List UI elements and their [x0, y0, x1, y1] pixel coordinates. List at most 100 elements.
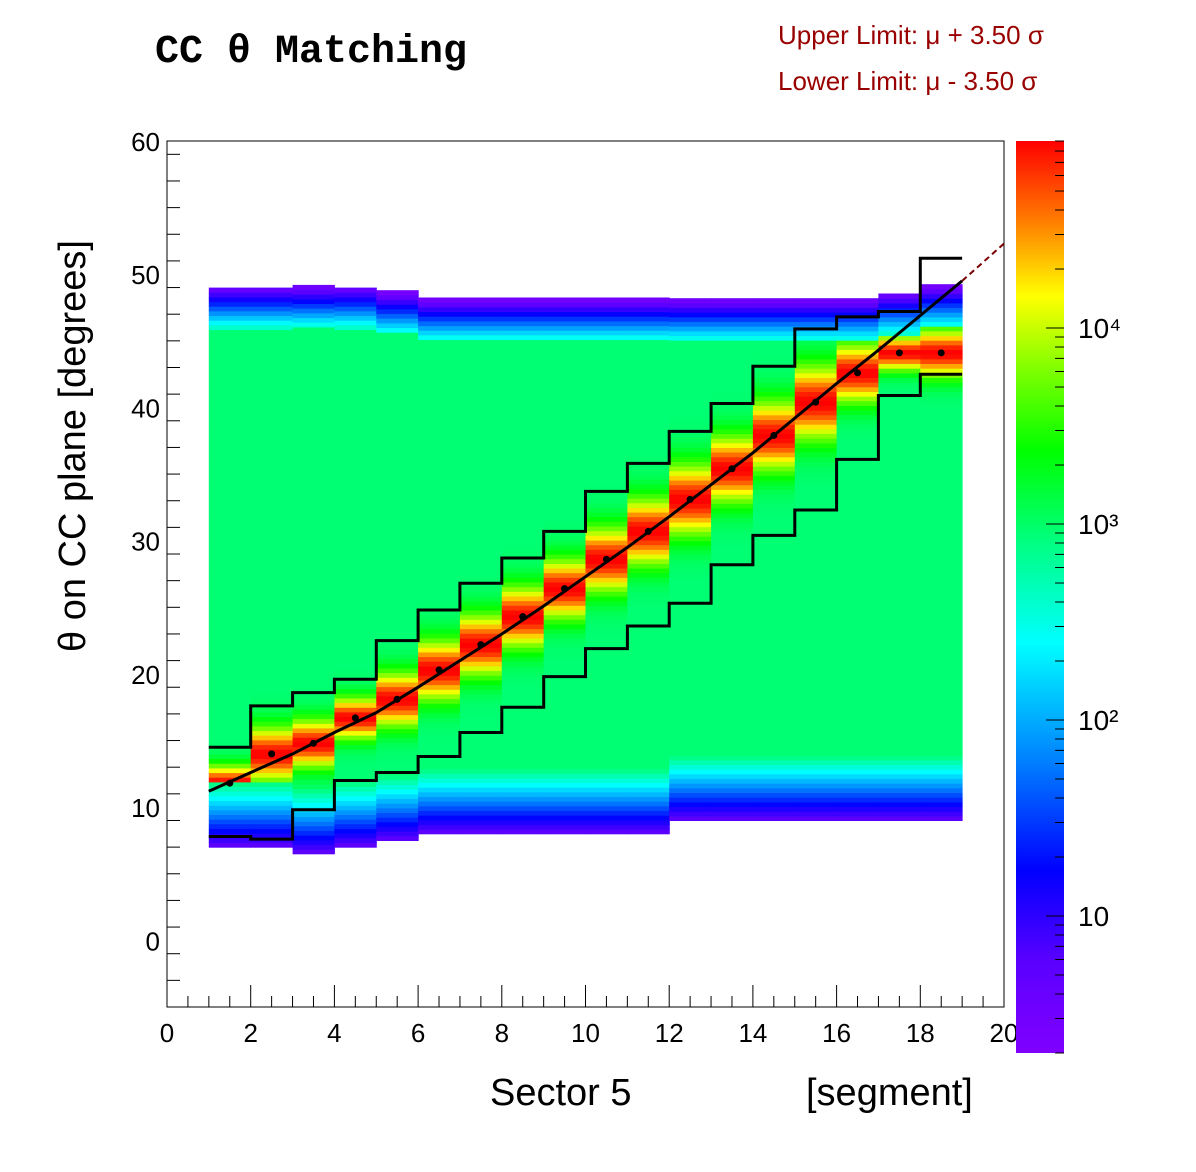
heatmap-cell — [794, 685, 838, 691]
heatmap-cell — [878, 801, 921, 807]
heatmap-cell — [585, 474, 628, 480]
heatmap-cell — [334, 823, 377, 829]
heatmap-cell — [459, 712, 503, 718]
heatmap-cell — [585, 316, 628, 322]
heatmap-cell — [669, 769, 712, 775]
heatmap-cell — [920, 587, 963, 593]
heatmap-cell — [669, 400, 712, 406]
heatmap-cell — [669, 438, 712, 444]
heatmap-cell — [878, 414, 921, 420]
heatmap-cell — [752, 568, 796, 574]
heatmap-cell — [836, 475, 879, 481]
heatmap-cell — [459, 456, 503, 462]
heatmap-cell — [292, 466, 335, 472]
heatmap-cell — [669, 815, 712, 821]
heatmap-cell — [920, 447, 963, 453]
heatmap-cell — [585, 791, 628, 797]
heatmap-cell — [711, 494, 754, 500]
heatmap-cell — [376, 705, 419, 711]
heatmap-cell — [543, 605, 586, 611]
heatmap-cell — [208, 413, 252, 419]
heatmap-cell — [292, 438, 335, 444]
heatmap-cell — [376, 392, 419, 398]
heatmap-cell — [585, 348, 628, 354]
heatmap-cell — [627, 563, 670, 569]
heatmap-cell — [418, 819, 461, 825]
heatmap-cell — [376, 784, 419, 790]
heatmap-cell — [752, 508, 796, 514]
heatmap-cell — [459, 633, 503, 639]
heatmap-cell — [627, 302, 670, 308]
heatmap-cell — [292, 541, 335, 547]
heatmap-cell — [669, 643, 712, 649]
heatmap-cell — [627, 376, 670, 382]
heatmap-cell — [711, 587, 754, 593]
heatmap-cell — [794, 349, 838, 355]
heatmap-cell — [794, 801, 838, 807]
heatmap-cell — [459, 647, 503, 653]
colorbar-tick-label: 10 — [1078, 901, 1109, 932]
heatmap-cell — [752, 680, 796, 686]
heatmap-cell — [836, 689, 879, 696]
heatmap-column — [208, 287, 252, 848]
heatmap-cell — [334, 828, 377, 834]
heatmap-cell — [292, 457, 335, 463]
heatmap-cell — [376, 630, 419, 636]
heatmap-cell — [418, 698, 461, 704]
heatmap-cell — [459, 777, 503, 783]
heatmap-cell — [920, 456, 963, 462]
heatmap-cell — [920, 680, 963, 686]
heatmap-cell — [836, 634, 879, 640]
heatmap-cell — [794, 578, 838, 584]
heatmap-cell — [459, 367, 503, 373]
heatmap-cell — [752, 489, 796, 495]
heatmap-cell — [669, 531, 712, 537]
heatmap-cell — [250, 441, 294, 447]
heatmap-cell — [836, 596, 879, 602]
heatmap-cell — [334, 394, 377, 400]
heatmap-cell — [585, 591, 628, 597]
heatmap-cell — [543, 362, 586, 368]
heatmap-cell — [878, 666, 921, 672]
heatmap-cell — [250, 581, 294, 587]
heatmap-cell — [250, 795, 294, 801]
heatmap-cell — [669, 484, 712, 490]
heatmap-cell — [459, 703, 503, 709]
heatmap-cell — [585, 502, 628, 508]
heatmap-cell — [376, 411, 419, 417]
heatmap-cell — [669, 573, 712, 579]
heatmap-cell — [376, 388, 419, 394]
heatmap-cell — [501, 306, 545, 313]
heatmap-cell — [711, 564, 754, 570]
heatmap-cell — [627, 446, 670, 452]
heatmap-cell — [711, 307, 754, 313]
heatmap-cell — [418, 605, 461, 611]
heatmap-cell — [418, 689, 461, 695]
heatmap-cell — [836, 610, 879, 616]
heatmap-cell — [752, 727, 796, 733]
heatmap-cell — [920, 414, 963, 420]
heatmap-cell — [250, 791, 294, 797]
heatmap-cell — [669, 550, 712, 556]
heatmap-cell — [836, 536, 879, 542]
mean-point — [686, 495, 694, 503]
heatmap-cell — [669, 661, 712, 668]
heatmap-cell — [585, 577, 628, 583]
heatmap-cell — [836, 400, 879, 406]
heatmap-cell — [376, 691, 419, 697]
heatmap-cell — [459, 619, 503, 625]
heatmap-cell — [711, 559, 754, 565]
heatmap-cell — [878, 731, 921, 738]
heatmap-cell — [752, 410, 796, 416]
heatmap-cell — [334, 786, 377, 792]
heatmap-cell — [836, 666, 879, 672]
heatmap-cell — [418, 582, 461, 588]
heatmap-cell — [334, 296, 377, 303]
heatmap-cell — [208, 753, 252, 760]
heatmap-cell — [501, 610, 545, 616]
heatmap-cell — [250, 558, 294, 564]
heatmap-cell — [585, 456, 628, 462]
heatmap-column — [543, 297, 586, 835]
heatmap-cell — [669, 713, 712, 719]
heatmap-cell — [920, 517, 963, 523]
